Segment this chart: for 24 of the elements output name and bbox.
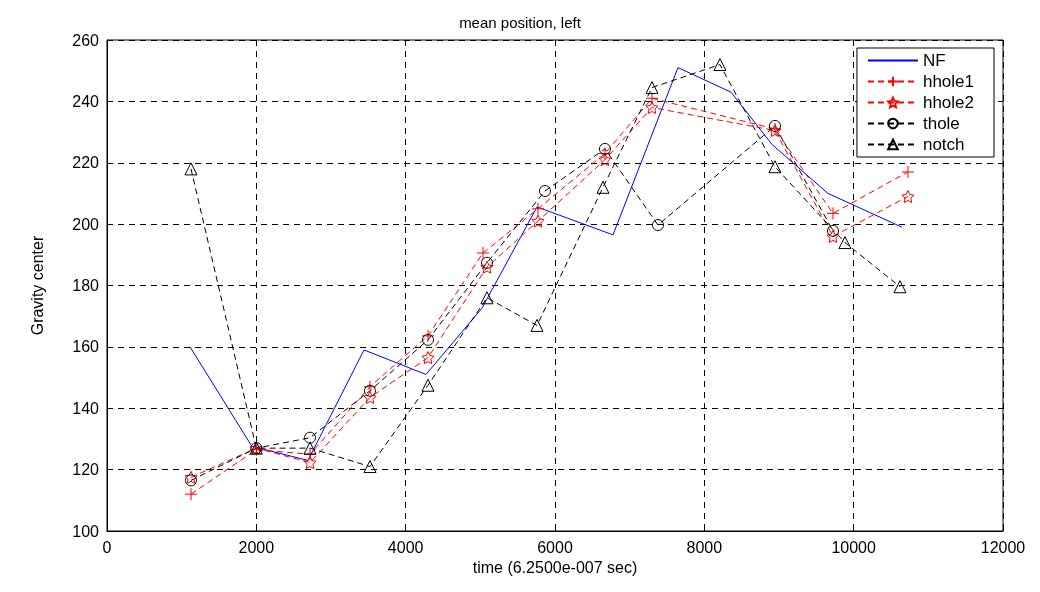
x-axis-title: time (6.2500e-007 sec)	[472, 559, 638, 577]
y-tick-label: 120	[72, 461, 100, 479]
y-tick-label: 180	[72, 277, 100, 294]
y-axis-title: Gravity center	[28, 235, 46, 336]
legend-label: hhole2	[922, 93, 975, 112]
x-tick-label: 4000	[387, 538, 424, 556]
y-tick-label: 100	[72, 522, 100, 540]
y-tick-label: 160	[72, 338, 100, 356]
legend-label: hhole1	[922, 72, 975, 91]
y-tick-label: 240	[72, 92, 100, 110]
y-tick-label: 220	[72, 154, 100, 172]
x-tick-label: 8000	[686, 538, 723, 556]
legend-label: thole	[922, 114, 960, 133]
x-tick-label: 12000	[980, 538, 1026, 556]
y-tick-label: 200	[72, 215, 100, 233]
legend-label: NF	[922, 51, 946, 70]
y-tick-label: 260	[72, 31, 100, 49]
legend-label: notch	[922, 135, 965, 154]
y-tick-label: 140	[72, 399, 100, 417]
chart-title: mean position, left	[459, 14, 582, 31]
x-tick-label: 6000	[537, 538, 573, 556]
x-tick-label: 10000	[831, 538, 877, 556]
x-tick-label: 2000	[238, 538, 275, 556]
x-tick-label: 0	[102, 538, 112, 556]
